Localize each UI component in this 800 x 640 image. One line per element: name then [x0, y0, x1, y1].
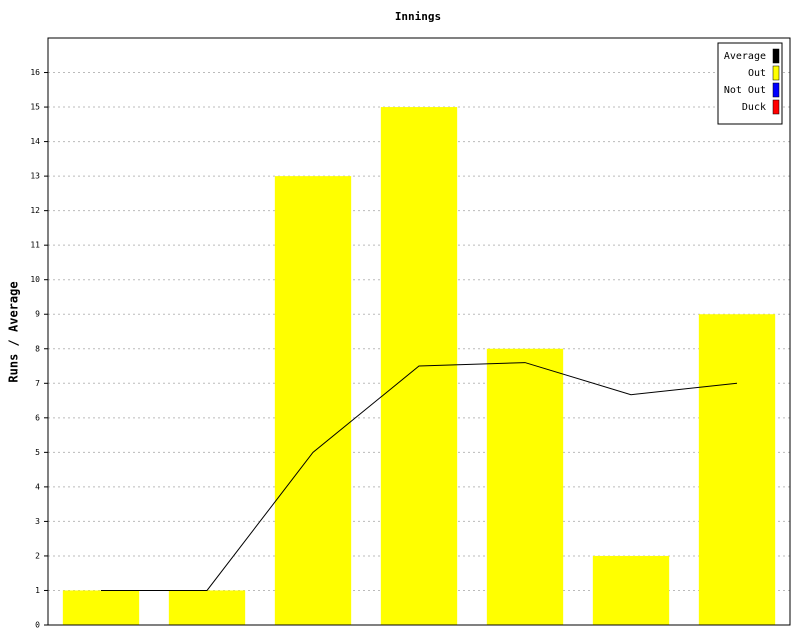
average-line — [101, 362, 738, 591]
y-tick-label: 2 — [35, 551, 40, 560]
bar — [592, 555, 670, 625]
y-tick-label: 13 — [30, 172, 40, 181]
y-tick-label: 9 — [35, 310, 40, 319]
legend-swatch — [772, 99, 780, 115]
y-tick-label: 11 — [30, 241, 40, 250]
legend-label: Duck — [742, 102, 766, 113]
legend-swatch — [772, 82, 780, 98]
y-tick-label: 6 — [35, 413, 40, 422]
y-tick-label: 8 — [35, 344, 40, 353]
legend-label: Not Out — [724, 85, 766, 96]
y-tick-label: 0 — [35, 621, 40, 630]
y-tick-label: 7 — [35, 379, 40, 388]
bar — [62, 590, 140, 625]
bar — [168, 590, 246, 625]
legend-label: Average — [724, 51, 766, 62]
plot-frame — [47, 37, 791, 626]
legend-label: Out — [748, 68, 766, 79]
y-tick-label: 5 — [35, 448, 40, 457]
bar — [486, 348, 564, 625]
legend-swatch — [772, 65, 780, 81]
y-tick-label: 3 — [35, 517, 40, 526]
y-tick-label: 16 — [30, 68, 40, 77]
bar — [274, 176, 352, 625]
legend-box — [717, 42, 783, 125]
chart-title: Innings — [395, 10, 441, 23]
y-axis-label: Runs / Average — [7, 281, 21, 382]
y-tick-label: 4 — [35, 482, 40, 491]
legend-swatch — [772, 48, 780, 64]
y-tick-label: 1 — [35, 586, 40, 595]
y-tick-label: 12 — [30, 206, 40, 215]
y-tick-label: 14 — [30, 137, 40, 146]
y-tick-label: 10 — [30, 275, 40, 284]
y-tick-label: 15 — [30, 103, 40, 112]
bar — [698, 314, 776, 625]
